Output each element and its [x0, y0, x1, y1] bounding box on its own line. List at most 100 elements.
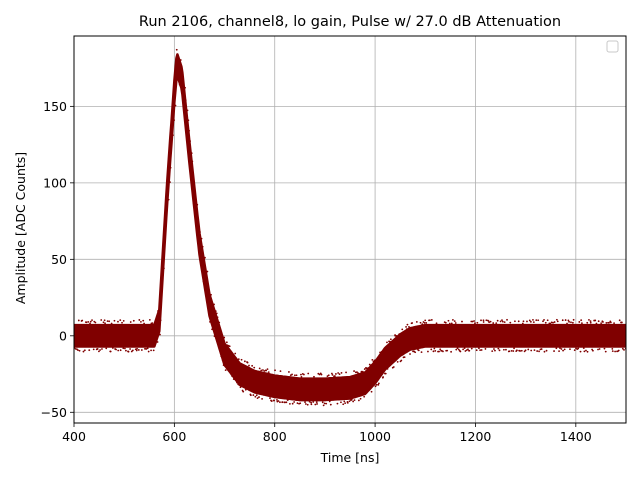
data-point	[167, 198, 170, 201]
data-point	[420, 351, 423, 354]
data-point	[243, 360, 246, 363]
data-point	[522, 320, 525, 323]
data-point	[340, 401, 342, 404]
data-point	[304, 401, 306, 404]
data-point	[251, 364, 254, 367]
data-point	[233, 378, 236, 380]
data-point	[555, 318, 558, 321]
data-point	[528, 319, 531, 322]
data-point	[170, 122, 173, 125]
data-point	[150, 349, 152, 352]
data-point	[506, 318, 508, 321]
data-point	[129, 348, 131, 350]
data-point	[205, 293, 207, 295]
data-point	[142, 319, 145, 322]
data-point	[239, 386, 242, 389]
data-point	[549, 322, 552, 325]
x-tick-label: 400	[62, 429, 86, 444]
data-point	[253, 366, 256, 369]
data-point	[284, 401, 286, 404]
data-point	[512, 350, 515, 352]
data-point	[169, 166, 172, 169]
data-point	[447, 319, 450, 322]
data-point	[353, 370, 355, 372]
data-point	[285, 401, 288, 404]
data-point	[519, 350, 521, 352]
data-point	[380, 350, 383, 353]
data-point	[132, 319, 135, 322]
data-point	[373, 359, 376, 362]
data-point	[195, 221, 198, 224]
data-point	[89, 320, 92, 323]
data-point	[398, 333, 401, 336]
data-point	[293, 401, 296, 403]
data-point	[438, 350, 440, 353]
data-point	[104, 322, 106, 325]
data-point	[510, 349, 513, 352]
data-point	[173, 119, 175, 122]
data-point	[192, 202, 195, 204]
data-point	[327, 374, 330, 377]
data-point	[208, 314, 211, 317]
data-point	[450, 350, 452, 353]
data-point	[411, 322, 414, 324]
data-point	[454, 322, 457, 324]
data-point	[357, 399, 360, 402]
data-point	[300, 373, 302, 376]
data-point	[611, 350, 614, 352]
data-point	[409, 353, 411, 355]
data-point	[279, 370, 282, 373]
data-point	[614, 350, 616, 353]
data-point	[82, 350, 85, 353]
data-point	[312, 401, 315, 403]
data-point	[304, 403, 307, 405]
data-point	[533, 349, 536, 352]
data-point	[303, 373, 305, 376]
data-point	[400, 359, 403, 362]
data-point	[96, 348, 99, 350]
data-point	[537, 319, 540, 322]
data-point	[543, 350, 546, 353]
data-point	[580, 319, 583, 322]
data-point	[552, 321, 554, 324]
data-point	[577, 347, 580, 350]
data-point	[289, 402, 291, 405]
data-point	[509, 321, 512, 324]
data-point	[180, 88, 183, 90]
data-point	[517, 320, 520, 323]
data-point	[184, 99, 187, 102]
data-point	[206, 270, 209, 273]
data-point	[321, 401, 324, 404]
data-point	[199, 231, 201, 233]
data-point	[389, 338, 392, 341]
data-point	[423, 322, 426, 324]
data-point	[277, 400, 280, 402]
data-point	[119, 319, 122, 322]
data-point	[592, 349, 594, 352]
data-point	[353, 399, 356, 401]
data-point	[448, 322, 451, 325]
data-point	[331, 372, 333, 375]
data-point	[401, 328, 404, 331]
data-point	[374, 385, 377, 388]
data-point	[493, 348, 495, 350]
data-point	[433, 347, 436, 350]
data-point	[155, 317, 158, 320]
data-point	[482, 319, 485, 322]
data-point	[462, 348, 464, 351]
data-point	[546, 319, 549, 322]
data-point	[105, 347, 108, 350]
data-point	[310, 401, 312, 404]
data-point	[163, 267, 165, 270]
data-point	[453, 320, 456, 323]
data-point	[346, 401, 349, 404]
data-point	[392, 366, 395, 368]
data-point	[224, 369, 227, 372]
data-point	[267, 371, 270, 374]
data-point	[573, 349, 576, 352]
data-point	[457, 348, 460, 351]
data-point	[210, 293, 212, 296]
data-point	[553, 350, 555, 352]
data-point	[124, 347, 126, 350]
data-point	[514, 320, 516, 323]
